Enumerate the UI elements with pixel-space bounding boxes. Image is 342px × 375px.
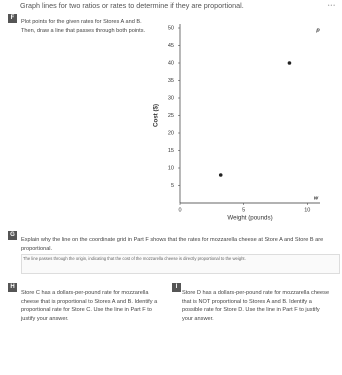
y-tick-label: 20 [168,130,174,136]
badge: F [8,14,17,23]
y-tick-label: 35 [168,78,174,84]
question-text: Explain why the line on the coordinate g… [21,237,324,252]
y-tick-label: 50 [168,25,174,31]
y-variable: p [315,27,320,33]
y-tick-label: 45 [168,43,174,49]
menu-icon[interactable]: ••• [327,3,336,9]
graph: 5 10 15 20 25 30 35 40 45 50 0 5 10 Weight (pounds) Co… [153,24,320,222]
header-title: Graph lines for two ratios or rates to d… [20,1,244,10]
y-axis-label: Cost ($) [153,104,160,127]
y-tick-label: 40 [168,60,174,66]
question-text: Store D has a dollars-per-pound rate for… [182,290,330,322]
y-tick-label: 30 [168,95,174,101]
x-variable: w [314,195,319,201]
x-axis-label: Weight (pounds) [227,215,272,222]
badge: H [8,283,17,292]
y-tick-label: 5 [171,183,174,189]
y-tick-label: 15 [168,148,174,154]
x-tick-label: 0 [178,207,181,213]
question-text: Store C has a dollars-per-pound rate for… [21,290,158,322]
badge: G [8,231,17,240]
y-tick-label: 10 [168,165,174,171]
y-tick-label: 25 [168,113,174,119]
answer-text: The line passes through the origin, indi… [23,256,246,261]
x-tick-label: 10 [304,207,310,213]
data-point [287,61,292,65]
answer-box[interactable]: The line passes through the origin, indi… [21,254,340,274]
badge: I [172,283,181,292]
data-point [218,173,223,177]
x-tick-label: 5 [242,207,245,213]
question-text: Plot points for the given rates for Stor… [21,19,146,34]
